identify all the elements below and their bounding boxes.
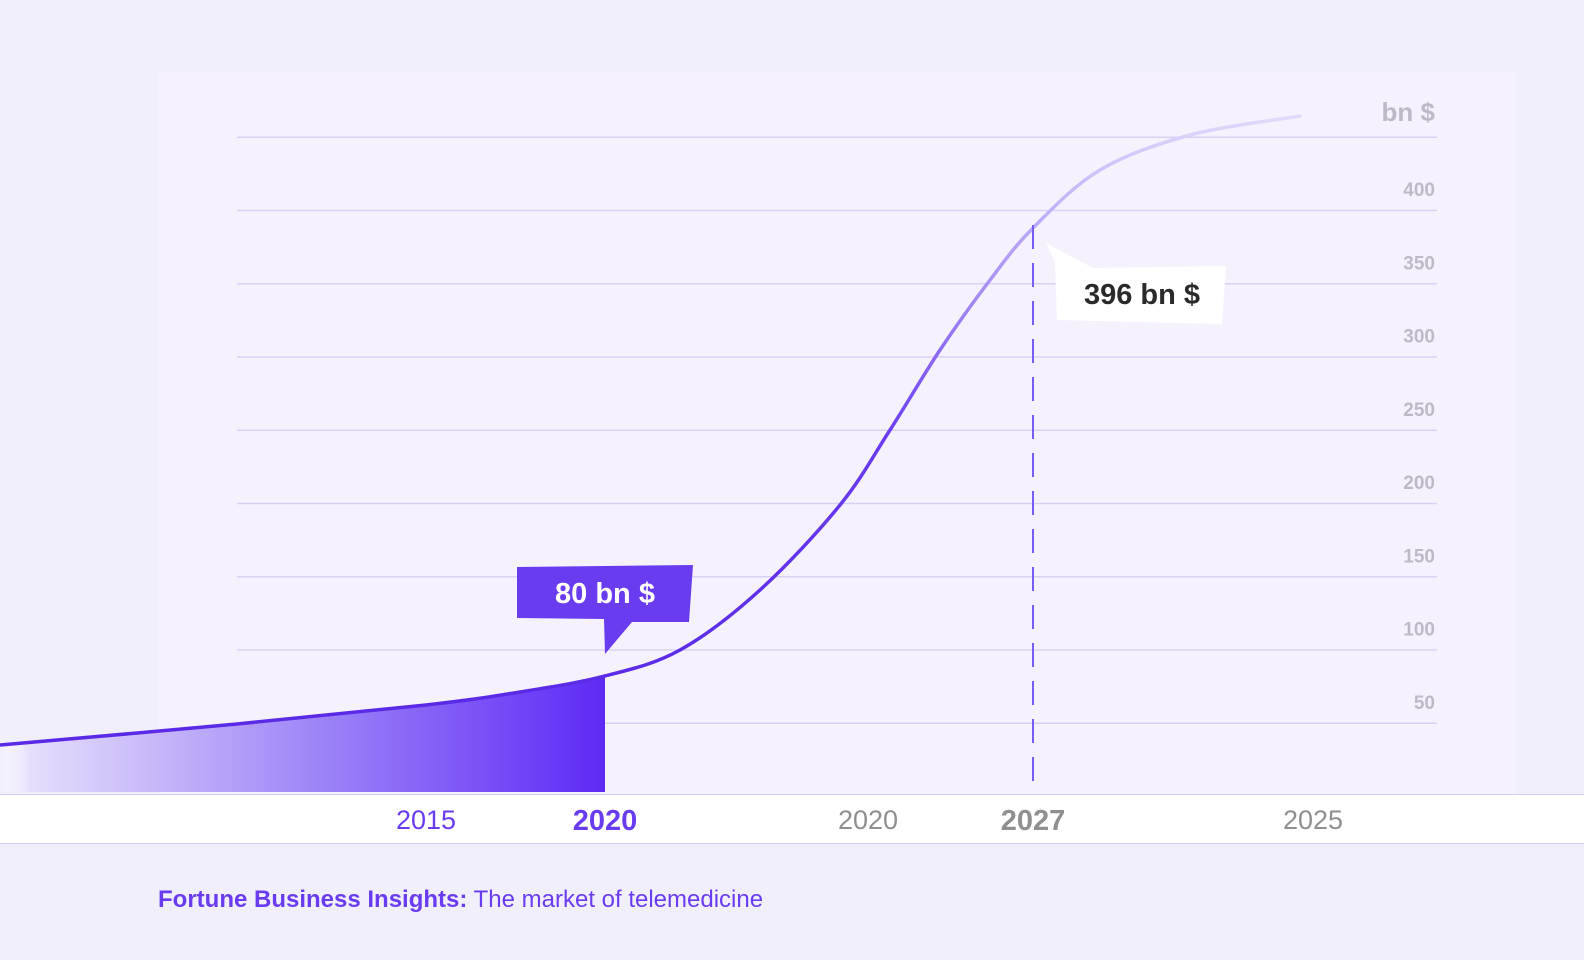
- x-axis-band: 2015 2020 2020 2027 2025: [0, 794, 1584, 844]
- y-tick-label: 100: [1403, 620, 1435, 641]
- callout-80bn-label: 80 bn $: [555, 578, 655, 610]
- y-tick-label: 300: [1403, 327, 1435, 348]
- y-tick-label: 350: [1403, 253, 1435, 274]
- area-layer: [0, 676, 605, 792]
- y-tick-labels: 50 100 150 200 250 300 350 400: [1403, 180, 1435, 714]
- callouts: 80 bn $ 396 bn $: [517, 243, 1226, 654]
- y-tick-label: 50: [1414, 693, 1435, 714]
- chart-panel: [158, 72, 1516, 794]
- gridlines: [237, 136, 1437, 724]
- x-tick-label: 2025: [1282, 805, 1344, 835]
- y-tick-label: 400: [1403, 180, 1435, 201]
- y-tick-label: 150: [1403, 546, 1435, 567]
- x-tick-label: 2020: [837, 805, 899, 835]
- y-tick-label: 200: [1403, 473, 1435, 494]
- area-fill-to-2020: [0, 676, 605, 792]
- x-tick-label: 2027: [1000, 805, 1066, 837]
- callout-396bn-label: 396 bn $: [1084, 279, 1200, 311]
- y-tick-label: 250: [1403, 400, 1435, 421]
- callout-396bn-bubble: [1046, 243, 1226, 324]
- y-unit-label: bn $: [1382, 97, 1436, 127]
- x-tick-label: 2020: [572, 805, 638, 837]
- source-name: Fortune Business Insights:: [158, 886, 468, 913]
- source-text: The market of telemedicine: [473, 886, 764, 913]
- callout-80bn-bubble: [517, 565, 693, 654]
- x-tick-label: 2015: [395, 805, 457, 835]
- source-caption: Fortune Business Insights: The market of…: [158, 886, 763, 914]
- series-line: [0, 114, 1302, 747]
- line-layer: [0, 114, 1302, 747]
